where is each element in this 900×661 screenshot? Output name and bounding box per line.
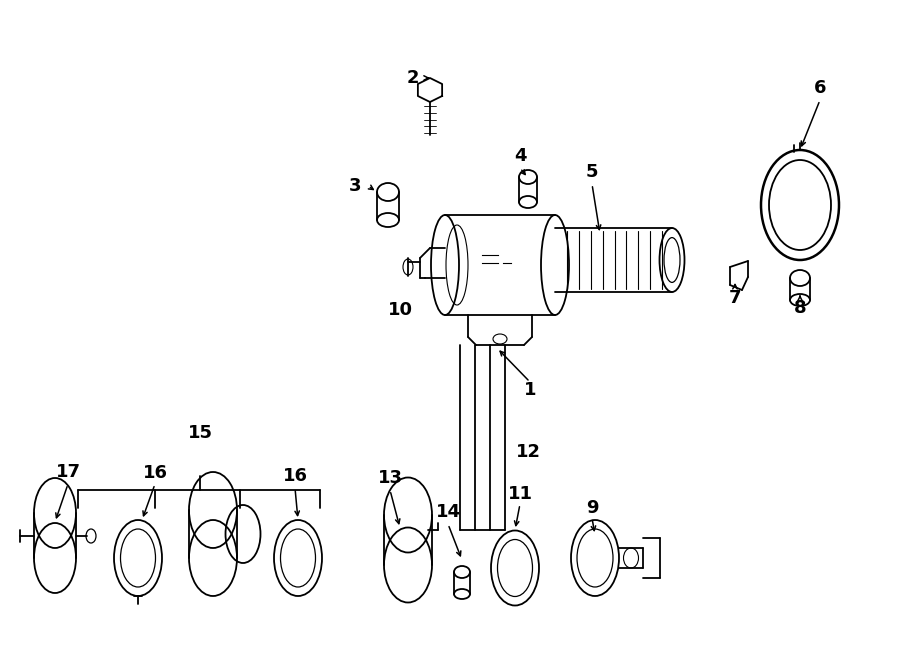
Text: 7: 7 [729, 289, 742, 307]
Text: 9: 9 [586, 499, 598, 517]
Text: 11: 11 [508, 485, 533, 503]
Text: 17: 17 [56, 463, 80, 481]
Text: 8: 8 [794, 299, 806, 317]
Text: 4: 4 [514, 147, 526, 165]
Text: 14: 14 [436, 503, 461, 521]
Text: 15: 15 [187, 424, 212, 442]
Text: 16: 16 [283, 467, 308, 485]
Text: 2: 2 [407, 69, 419, 87]
Text: 1: 1 [524, 381, 536, 399]
Text: 6: 6 [814, 79, 826, 97]
Text: 3: 3 [349, 177, 361, 195]
Text: 16: 16 [142, 464, 167, 482]
Text: 12: 12 [516, 443, 541, 461]
Text: 13: 13 [377, 469, 402, 487]
Text: 10: 10 [388, 301, 412, 319]
Text: 5: 5 [586, 163, 598, 181]
